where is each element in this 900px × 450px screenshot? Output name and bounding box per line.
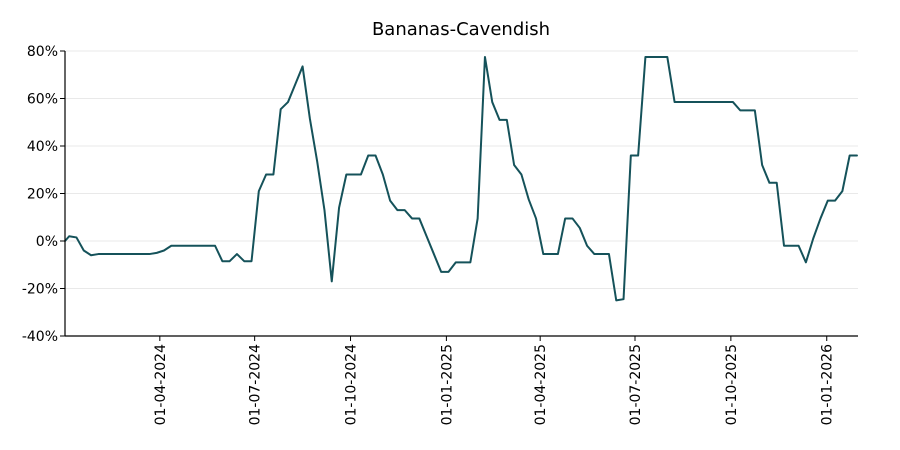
y-axis-ticks: -40% -20% 0% 20% 40% 60% 80% bbox=[22, 44, 65, 345]
x-tick-label: 01-10-2024 bbox=[344, 344, 360, 425]
x-tick-label: 01-10-2025 bbox=[724, 344, 740, 425]
y-tick-label: 80% bbox=[27, 44, 58, 60]
y-tick-label: 40% bbox=[27, 139, 58, 155]
grid-lines bbox=[65, 50, 858, 289]
x-tick-label: 01-07-2025 bbox=[628, 344, 644, 425]
y-tick-label: -20% bbox=[22, 282, 58, 298]
x-tick-label: 01-01-2025 bbox=[439, 344, 455, 425]
x-tick-label: 01-04-2024 bbox=[153, 344, 169, 425]
x-tick-label: 01-07-2024 bbox=[248, 344, 264, 425]
series-line bbox=[64, 55, 858, 302]
x-tick-label: 01-01-2026 bbox=[820, 344, 836, 425]
y-tick-label: 20% bbox=[27, 187, 58, 203]
x-axis-ticks: 01-04-2024 01-07-2024 01-10-2024 01-01-2025… bbox=[153, 336, 836, 425]
series-layer bbox=[64, 55, 858, 302]
y-tick-label: 0% bbox=[36, 234, 58, 250]
y-tick-label: 60% bbox=[27, 92, 58, 108]
y-tick-label: -40% bbox=[22, 329, 58, 345]
x-tick-label: 01-04-2025 bbox=[533, 344, 549, 425]
chart-title: Bananas-Cavendish bbox=[372, 19, 550, 40]
